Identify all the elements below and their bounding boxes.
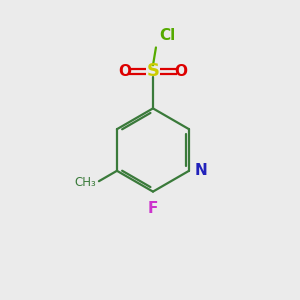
Text: N: N <box>195 163 208 178</box>
Text: O: O <box>118 64 131 79</box>
Text: CH₃: CH₃ <box>75 176 97 189</box>
Text: S: S <box>146 62 160 80</box>
Text: F: F <box>148 200 158 215</box>
Text: Cl: Cl <box>160 28 176 43</box>
Text: O: O <box>175 64 188 79</box>
